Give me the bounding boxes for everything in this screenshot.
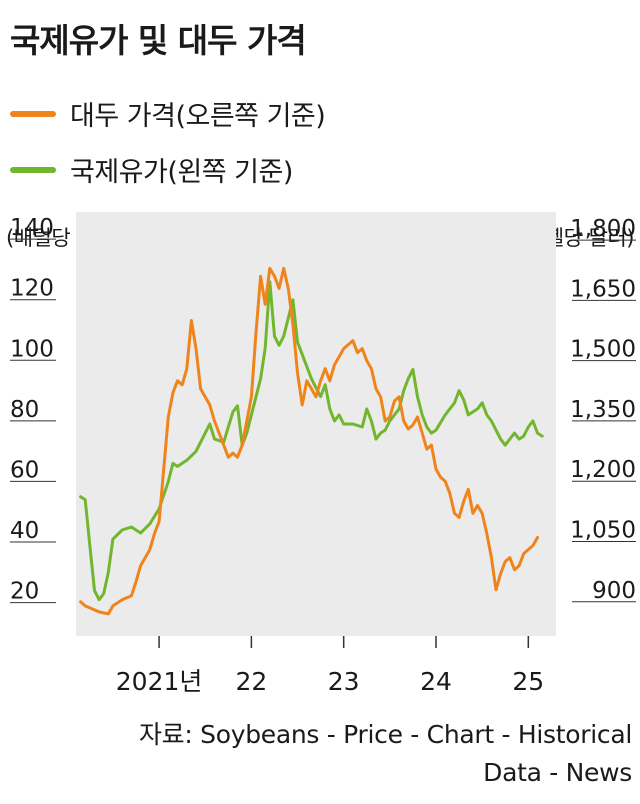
plot-area: [76, 212, 556, 636]
right-tick-label: 1,050: [570, 517, 636, 543]
right-tick-label: 1,650: [570, 276, 636, 302]
left-tick-label: 80: [10, 397, 39, 423]
source-line-1: 자료: Soybeans - Price - Chart - Historica…: [138, 720, 632, 749]
legend-label-oil: 국제유가(왼쪽 기준): [70, 157, 293, 188]
right-tick-label: 1,800: [570, 216, 636, 242]
legend-label-soybean: 대두 가격(오른쪽 기준): [70, 101, 326, 132]
source-note: 자료: Soybeans - Price - Chart - Historica…: [139, 716, 632, 792]
x-tick-label: 25: [512, 667, 544, 696]
source-line-2: Data - News: [483, 758, 632, 787]
left-tick-label: 60: [10, 457, 39, 483]
left-tick-label: 100: [10, 336, 54, 362]
legend-swatch-soybean: [10, 110, 56, 117]
right-tick-label: 1,350: [570, 397, 636, 423]
x-tick-label: 24: [420, 667, 452, 696]
chart-title: 국제유가 및 대두 가격: [10, 21, 307, 60]
left-tick-label: 120: [10, 276, 54, 302]
right-tick-label: 1,200: [570, 457, 636, 483]
left-tick-label: 40: [10, 518, 39, 544]
right-tick-label: 1,500: [570, 337, 636, 363]
legend-swatch-oil: [10, 166, 56, 173]
x-tick-label: 23: [328, 667, 360, 696]
left-tick-label: 20: [10, 579, 39, 605]
series-line-oil: [79, 280, 544, 602]
left-tick-label: 140: [10, 215, 54, 241]
right-tick-label: 900: [592, 578, 636, 604]
x-tick-label: 2021년: [116, 667, 203, 696]
x-tick-label: 22: [235, 667, 267, 696]
series-line-soybean: [79, 266, 539, 616]
legend-item-oil: 국제유가(왼쪽 기준): [10, 150, 293, 189]
legend-item-soybean: 대두 가격(오른쪽 기준): [10, 94, 326, 133]
